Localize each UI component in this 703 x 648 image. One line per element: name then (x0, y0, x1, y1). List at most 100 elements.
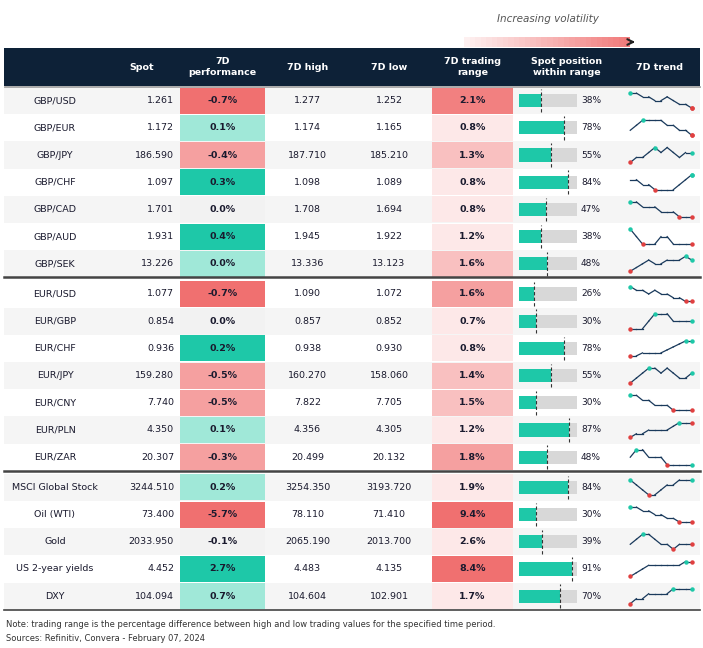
Text: 0.3%: 0.3% (209, 178, 236, 187)
Text: 55%: 55% (581, 150, 601, 159)
Bar (486, 37, 491, 47)
Bar (475, 37, 481, 47)
Bar (519, 257, 577, 270)
Text: 0.1%: 0.1% (209, 123, 236, 132)
Text: -0.1%: -0.1% (207, 537, 238, 546)
Bar (508, 37, 514, 47)
Bar (4, 281, 700, 308)
Bar (180, 474, 265, 500)
Text: 160.270: 160.270 (288, 371, 327, 380)
Bar (180, 444, 265, 470)
Bar (432, 115, 513, 141)
Text: 1.172: 1.172 (147, 123, 174, 132)
Bar (432, 169, 513, 195)
Text: 1.922: 1.922 (375, 232, 403, 241)
Bar (519, 148, 551, 161)
Bar (519, 342, 565, 355)
Bar (180, 281, 265, 307)
Text: Increasing volatility: Increasing volatility (497, 14, 599, 24)
Bar (4, 417, 700, 444)
Text: 4.452: 4.452 (147, 564, 174, 573)
Text: 3193.720: 3193.720 (366, 483, 412, 492)
Text: 1.3%: 1.3% (459, 150, 486, 159)
Text: 0.2%: 0.2% (209, 483, 236, 492)
Text: 0.7%: 0.7% (459, 317, 486, 326)
Bar (519, 508, 536, 521)
Bar (432, 281, 513, 307)
Bar (519, 481, 568, 494)
Bar (519, 176, 568, 189)
Text: 0.1%: 0.1% (209, 426, 236, 435)
Bar (4, 444, 700, 471)
Bar (519, 450, 547, 464)
Bar (519, 203, 577, 216)
Text: EUR/USD: EUR/USD (34, 290, 77, 299)
Bar (519, 397, 577, 410)
Bar (519, 481, 577, 494)
Text: 0.7%: 0.7% (209, 592, 236, 601)
Text: 1.077: 1.077 (147, 290, 174, 299)
Bar (597, 37, 602, 47)
Text: 1.2%: 1.2% (459, 426, 486, 435)
Text: -0.4%: -0.4% (207, 150, 238, 159)
Bar (580, 37, 586, 47)
Bar (519, 535, 541, 548)
Text: 84%: 84% (581, 178, 601, 187)
Bar (569, 37, 574, 47)
Bar (464, 37, 470, 47)
Bar (519, 148, 577, 161)
Bar (432, 308, 513, 334)
Text: 47%: 47% (581, 205, 601, 214)
Bar (180, 87, 265, 113)
Bar (608, 37, 614, 47)
Bar (180, 169, 265, 195)
Text: -0.5%: -0.5% (207, 399, 238, 408)
Bar (180, 115, 265, 141)
Text: 48%: 48% (581, 259, 601, 268)
Text: GBP/EUR: GBP/EUR (34, 123, 76, 132)
Text: Sources: Refinitiv, Convera - February 07, 2024: Sources: Refinitiv, Convera - February 0… (6, 634, 205, 643)
Bar (4, 389, 700, 417)
Text: 0.938: 0.938 (294, 344, 321, 353)
Bar (491, 37, 497, 47)
Bar (519, 562, 572, 575)
Text: GBP/AUD: GBP/AUD (33, 232, 77, 241)
Text: -0.5%: -0.5% (207, 371, 238, 380)
Bar (180, 224, 265, 249)
Bar (530, 37, 536, 47)
Bar (519, 590, 577, 603)
Text: 7D low: 7D low (371, 62, 407, 71)
Text: 187.710: 187.710 (288, 150, 327, 159)
Bar (519, 288, 577, 301)
Text: 2.6%: 2.6% (459, 537, 486, 546)
Text: GBP/JPY: GBP/JPY (37, 150, 73, 159)
Text: 3244.510: 3244.510 (129, 483, 174, 492)
Text: 0.852: 0.852 (375, 317, 403, 326)
Bar (4, 114, 700, 141)
Text: EUR/PLN: EUR/PLN (34, 426, 75, 435)
Bar (558, 37, 564, 47)
Bar (519, 176, 577, 189)
Text: 0.2%: 0.2% (209, 344, 236, 353)
Bar (180, 142, 265, 168)
Bar (4, 335, 700, 362)
Text: Gold: Gold (44, 537, 66, 546)
Text: 1.708: 1.708 (294, 205, 321, 214)
Bar (514, 37, 520, 47)
Bar (619, 37, 624, 47)
Text: EUR/CHF: EUR/CHF (34, 344, 76, 353)
Text: 30%: 30% (581, 510, 601, 519)
Text: 4.356: 4.356 (294, 426, 321, 435)
Bar (519, 590, 560, 603)
Text: 70%: 70% (581, 592, 601, 601)
Text: 1.097: 1.097 (147, 178, 174, 187)
Bar (519, 424, 569, 437)
Text: 2065.190: 2065.190 (285, 537, 330, 546)
Text: 39%: 39% (581, 537, 601, 546)
Text: 1.174: 1.174 (294, 123, 321, 132)
Text: 158.060: 158.060 (370, 371, 408, 380)
Text: 30%: 30% (581, 399, 601, 408)
Text: 2033.950: 2033.950 (129, 537, 174, 546)
Bar (4, 501, 700, 528)
Bar (519, 94, 577, 107)
